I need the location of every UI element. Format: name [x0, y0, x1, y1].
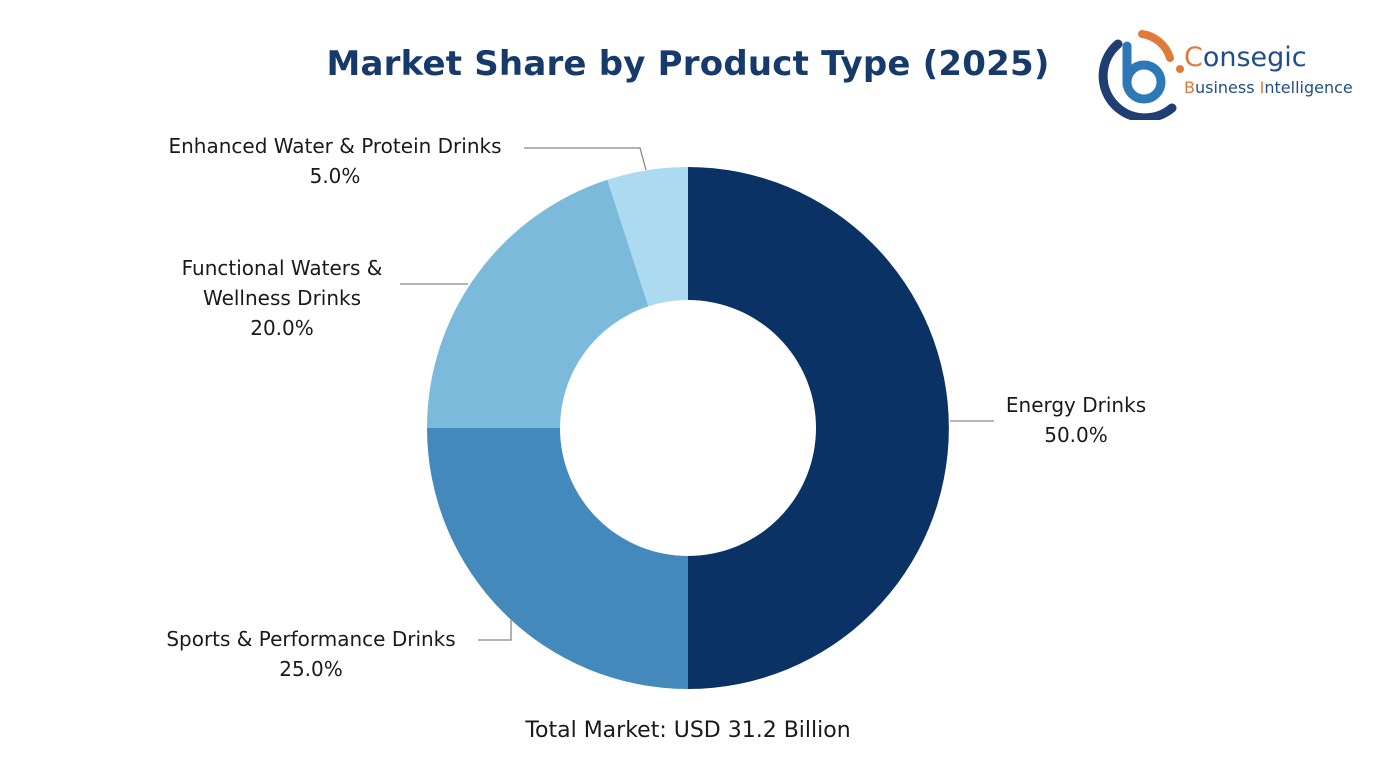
label-enhanced-water: Enhanced Water & Protein Drinks 5.0% — [168, 134, 502, 188]
label-sports-performance: Sports & Performance Drinks 25.0% — [166, 627, 456, 681]
logo-mark-icon — [1098, 30, 1184, 123]
logo-tagline: Business Intelligence — [1184, 78, 1353, 97]
slice-sports-performance — [427, 428, 688, 689]
logo-brand-name: Consegic — [1184, 42, 1307, 73]
total-market-annotation: Total Market: USD 31.2 Billion — [525, 718, 851, 743]
label-functional-waters: Functional Waters & Wellness Drinks 20.0… — [181, 256, 383, 340]
slice-enhanced-water — [607, 167, 688, 307]
chart-title: Market Share by Product Type (2025) — [326, 44, 1050, 84]
slice-functional-waters — [427, 179, 649, 428]
label-energy-drinks: Energy Drinks 50.0% — [1005, 393, 1147, 447]
leader-line-enhanced — [524, 147, 647, 171]
leader-line-sports — [478, 620, 512, 641]
slice-energy-drinks — [688, 167, 949, 689]
consegic-logo: Consegic Business Intelligence — [1098, 24, 1368, 123]
